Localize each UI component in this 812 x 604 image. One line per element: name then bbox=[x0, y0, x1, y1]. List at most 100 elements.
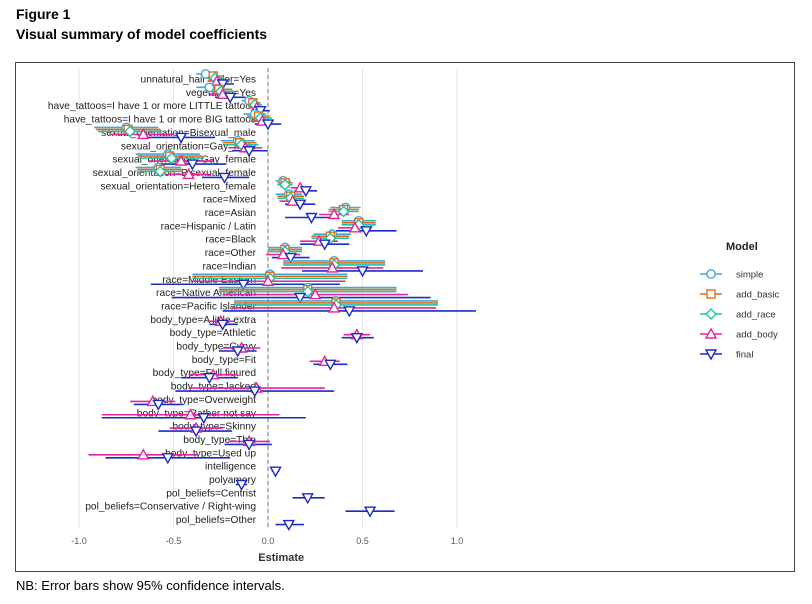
add-race-point bbox=[154, 165, 167, 178]
y-tick-label: race=Black bbox=[205, 235, 257, 246]
x-tick-label: 0.5 bbox=[356, 536, 369, 546]
y-tick-label: sexual_orientation=Gay_male bbox=[121, 141, 256, 152]
final-point bbox=[282, 519, 295, 531]
final-point bbox=[242, 439, 256, 451]
y-tick-label: body_type=Overweight bbox=[152, 395, 257, 406]
y-tick-label: pol_beliefs=Centrist bbox=[166, 488, 256, 499]
y-tick-label: race=Native American bbox=[156, 288, 256, 299]
y-tick-label: body_type=Rather not say bbox=[137, 408, 257, 419]
y-tick-label: race=Indian bbox=[202, 261, 256, 272]
x-tick-label: 0.0 bbox=[262, 536, 275, 546]
legend-label: add_basic bbox=[736, 290, 780, 301]
final-point bbox=[343, 306, 356, 318]
add-race-point bbox=[165, 152, 178, 165]
add-body-point bbox=[184, 408, 197, 420]
y-tick-label: body_type=Thin bbox=[183, 435, 256, 446]
final-point bbox=[350, 332, 364, 345]
final-point bbox=[161, 453, 175, 465]
figure-title: Visual summary of model coefficients bbox=[16, 26, 268, 42]
y-tick-label: polyamory bbox=[209, 475, 257, 486]
x-tick-label: -0.5 bbox=[166, 536, 182, 546]
legend-label: final bbox=[736, 350, 753, 361]
legend-title: Model bbox=[726, 241, 758, 253]
y-tick-label: body_type=Fit bbox=[192, 355, 256, 366]
x-axis-title: Estimate bbox=[258, 552, 304, 564]
y-tick-label: sexual_orientation=Hetero_female bbox=[101, 181, 257, 192]
y-tick-label: have_tattoos=I have 1 or more BIG tattoo… bbox=[64, 115, 256, 126]
y-tick-label: race=Middle Eastern bbox=[162, 275, 256, 286]
add-race-point bbox=[705, 308, 717, 320]
final-point bbox=[237, 279, 250, 291]
x-tick-label: -1.0 bbox=[71, 536, 87, 546]
final-point bbox=[261, 119, 275, 131]
add-body-point bbox=[704, 327, 718, 339]
add-basic-point bbox=[706, 289, 716, 299]
legend-label: simple bbox=[736, 270, 763, 281]
final-point bbox=[363, 506, 377, 518]
final-point bbox=[216, 79, 229, 91]
final-point bbox=[324, 359, 337, 371]
final-point bbox=[248, 386, 261, 398]
y-tick-label: unnatural_hair_color=Yes bbox=[141, 75, 256, 86]
add-race-point bbox=[124, 125, 137, 138]
x-tick-label: 1.0 bbox=[451, 536, 464, 546]
add-body-point bbox=[326, 261, 339, 273]
figure-number: Figure 1 bbox=[16, 6, 71, 22]
final-point bbox=[186, 159, 199, 171]
final-point bbox=[216, 319, 229, 331]
y-tick-label: intelligence bbox=[205, 462, 256, 473]
add-body-point bbox=[182, 168, 195, 180]
final-point bbox=[242, 146, 256, 158]
y-tick-label: sexual_orientation=Bisexual_female bbox=[93, 168, 257, 179]
add-body-point bbox=[327, 208, 341, 220]
add-race-point bbox=[337, 205, 350, 218]
final-point bbox=[299, 186, 312, 198]
final-point bbox=[235, 479, 248, 491]
add-body-point bbox=[137, 127, 150, 140]
y-tick-label: sexual_orientation=Gay_female bbox=[112, 155, 256, 166]
y-tick-label: body_type=A little extra bbox=[150, 315, 256, 326]
final-point bbox=[224, 92, 237, 104]
add-body-point bbox=[174, 154, 188, 166]
add-race-point bbox=[279, 178, 291, 191]
final-point bbox=[356, 266, 369, 278]
final-point bbox=[284, 252, 297, 264]
y-tick-label: race=Asian bbox=[205, 208, 256, 219]
final-point bbox=[360, 226, 373, 238]
y-tick-label: have_tattoos=I have 1 or more LITTLE tat… bbox=[48, 101, 256, 112]
y-tick-label: race=Pacific Islander bbox=[161, 301, 256, 312]
add-body-point bbox=[137, 448, 150, 460]
final-point bbox=[269, 466, 282, 478]
add-body-point bbox=[309, 288, 322, 300]
final-point bbox=[218, 172, 231, 184]
final-point bbox=[301, 493, 314, 505]
final-point bbox=[189, 426, 203, 438]
legend-label: add_race bbox=[736, 310, 776, 321]
y-tick-label: body_type=Used up bbox=[165, 448, 256, 459]
y-tick-label: race=Other bbox=[205, 248, 257, 259]
footnote: NB: Error bars show 95% confidence inter… bbox=[16, 578, 285, 593]
final-point bbox=[152, 399, 165, 411]
add-body-point bbox=[261, 274, 275, 286]
y-tick-label: body_type=Jacked bbox=[171, 382, 257, 393]
chart-frame bbox=[15, 62, 795, 572]
y-tick-label: pol_beliefs=Other bbox=[176, 515, 257, 526]
final-point bbox=[197, 413, 210, 425]
y-tick-label: race=Hispanic / Latin bbox=[161, 221, 256, 232]
final-point bbox=[174, 132, 188, 144]
legend-label: add_body bbox=[736, 330, 778, 341]
y-tick-label: pol_beliefs=Conservative / Right-wing bbox=[85, 502, 256, 513]
final-point bbox=[203, 373, 216, 385]
y-tick-label: body_type=Curvy bbox=[176, 342, 256, 353]
simple-point bbox=[706, 269, 716, 279]
y-tick-label: body_type=Skinny bbox=[172, 422, 256, 433]
add-body-point bbox=[348, 221, 362, 233]
final-point bbox=[231, 346, 244, 358]
final-point bbox=[305, 212, 318, 224]
final-point bbox=[318, 239, 331, 251]
final-point bbox=[704, 349, 718, 361]
add-body-point bbox=[327, 301, 341, 313]
simple-point bbox=[204, 82, 215, 93]
final-point bbox=[293, 292, 307, 305]
